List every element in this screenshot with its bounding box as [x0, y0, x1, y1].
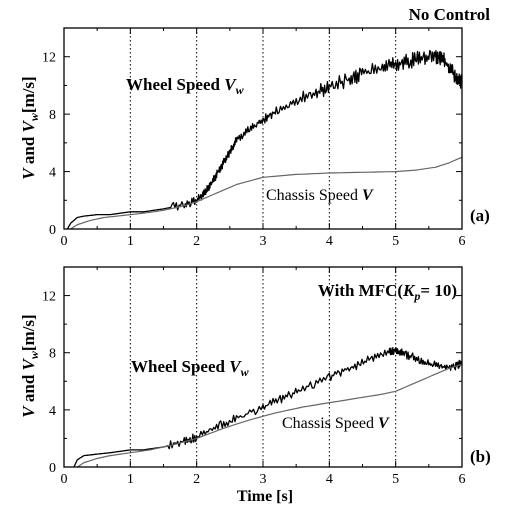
x-tick-label-1: 1 — [127, 472, 134, 487]
x-tick-label-6: 6 — [459, 234, 466, 249]
panel-b-label: (b) — [470, 447, 491, 466]
y-label-vw: V — [19, 119, 38, 132]
series-label-chassis-speed: Chassis Speed V — [266, 187, 374, 204]
y-tick-label-4: 4 — [49, 166, 56, 181]
x-tick-label-0: 0 — [61, 472, 68, 487]
svg-text:V and Vw[m/s]: V and Vw[m/s] — [19, 76, 41, 179]
y-tick-label-12: 12 — [42, 51, 56, 66]
x-tick-label-3: 3 — [260, 234, 267, 249]
y-label-v: V — [19, 167, 38, 180]
y-label-unit: [m/s] — [19, 76, 38, 113]
y-tick-label-12: 12 — [42, 290, 56, 305]
y-tick-label-0: 0 — [49, 223, 56, 238]
x-tick-label-3: 3 — [260, 472, 267, 487]
panel-a-y-axis-label: V and Vw[m/s] — [19, 76, 41, 179]
y-tick-label-4: 4 — [49, 404, 56, 419]
series-label-wheel-speed: Wheel Speed Vw — [126, 75, 245, 97]
x-tick-label-4: 4 — [326, 234, 333, 249]
panel-b-condition-label: With MFC(Kp= 10) — [318, 281, 457, 303]
x-tick-label-6: 6 — [459, 472, 466, 487]
x-axis-label: Time [s] — [237, 488, 293, 505]
y-label-vw-sub: w — [27, 350, 41, 359]
panel-b-y-axis-label: V and Vw[m/s] — [19, 314, 41, 417]
x-tick-label-5: 5 — [392, 234, 399, 249]
y-label-and: and — [19, 132, 38, 168]
y-tick-label-8: 8 — [49, 347, 56, 362]
x-tick-label-2: 2 — [193, 472, 200, 487]
series-label-chassis-speed: Chassis Speed V — [282, 415, 390, 432]
x-tick-label-1: 1 — [127, 234, 134, 249]
x-tick-label-0: 0 — [61, 234, 68, 249]
y-tick-label-8: 8 — [49, 108, 56, 123]
y-label-vw: V — [19, 357, 38, 370]
y-tick-label-0: 0 — [49, 461, 56, 476]
y-label-v: V — [19, 405, 38, 418]
svg-text:V and Vw[m/s]: V and Vw[m/s] — [19, 314, 41, 417]
y-label-vw-sub: w — [27, 112, 41, 121]
panel-a-condition-label: No Control — [409, 5, 491, 24]
series-line-wheel-speed — [73, 347, 463, 468]
series-label-wheel-speed: Wheel Speed Vw — [131, 357, 250, 379]
series-line-chassis-speed — [76, 363, 463, 468]
series-line-wheel-speed — [66, 49, 463, 230]
y-label-unit: [m/s] — [19, 314, 38, 351]
x-tick-label-2: 2 — [193, 234, 200, 249]
series-line-chassis-speed — [70, 156, 463, 230]
x-tick-label-5: 5 — [392, 472, 399, 487]
panel-a-label: (a) — [470, 206, 490, 225]
x-tick-label-4: 4 — [326, 472, 333, 487]
y-label-and: and — [19, 370, 38, 406]
